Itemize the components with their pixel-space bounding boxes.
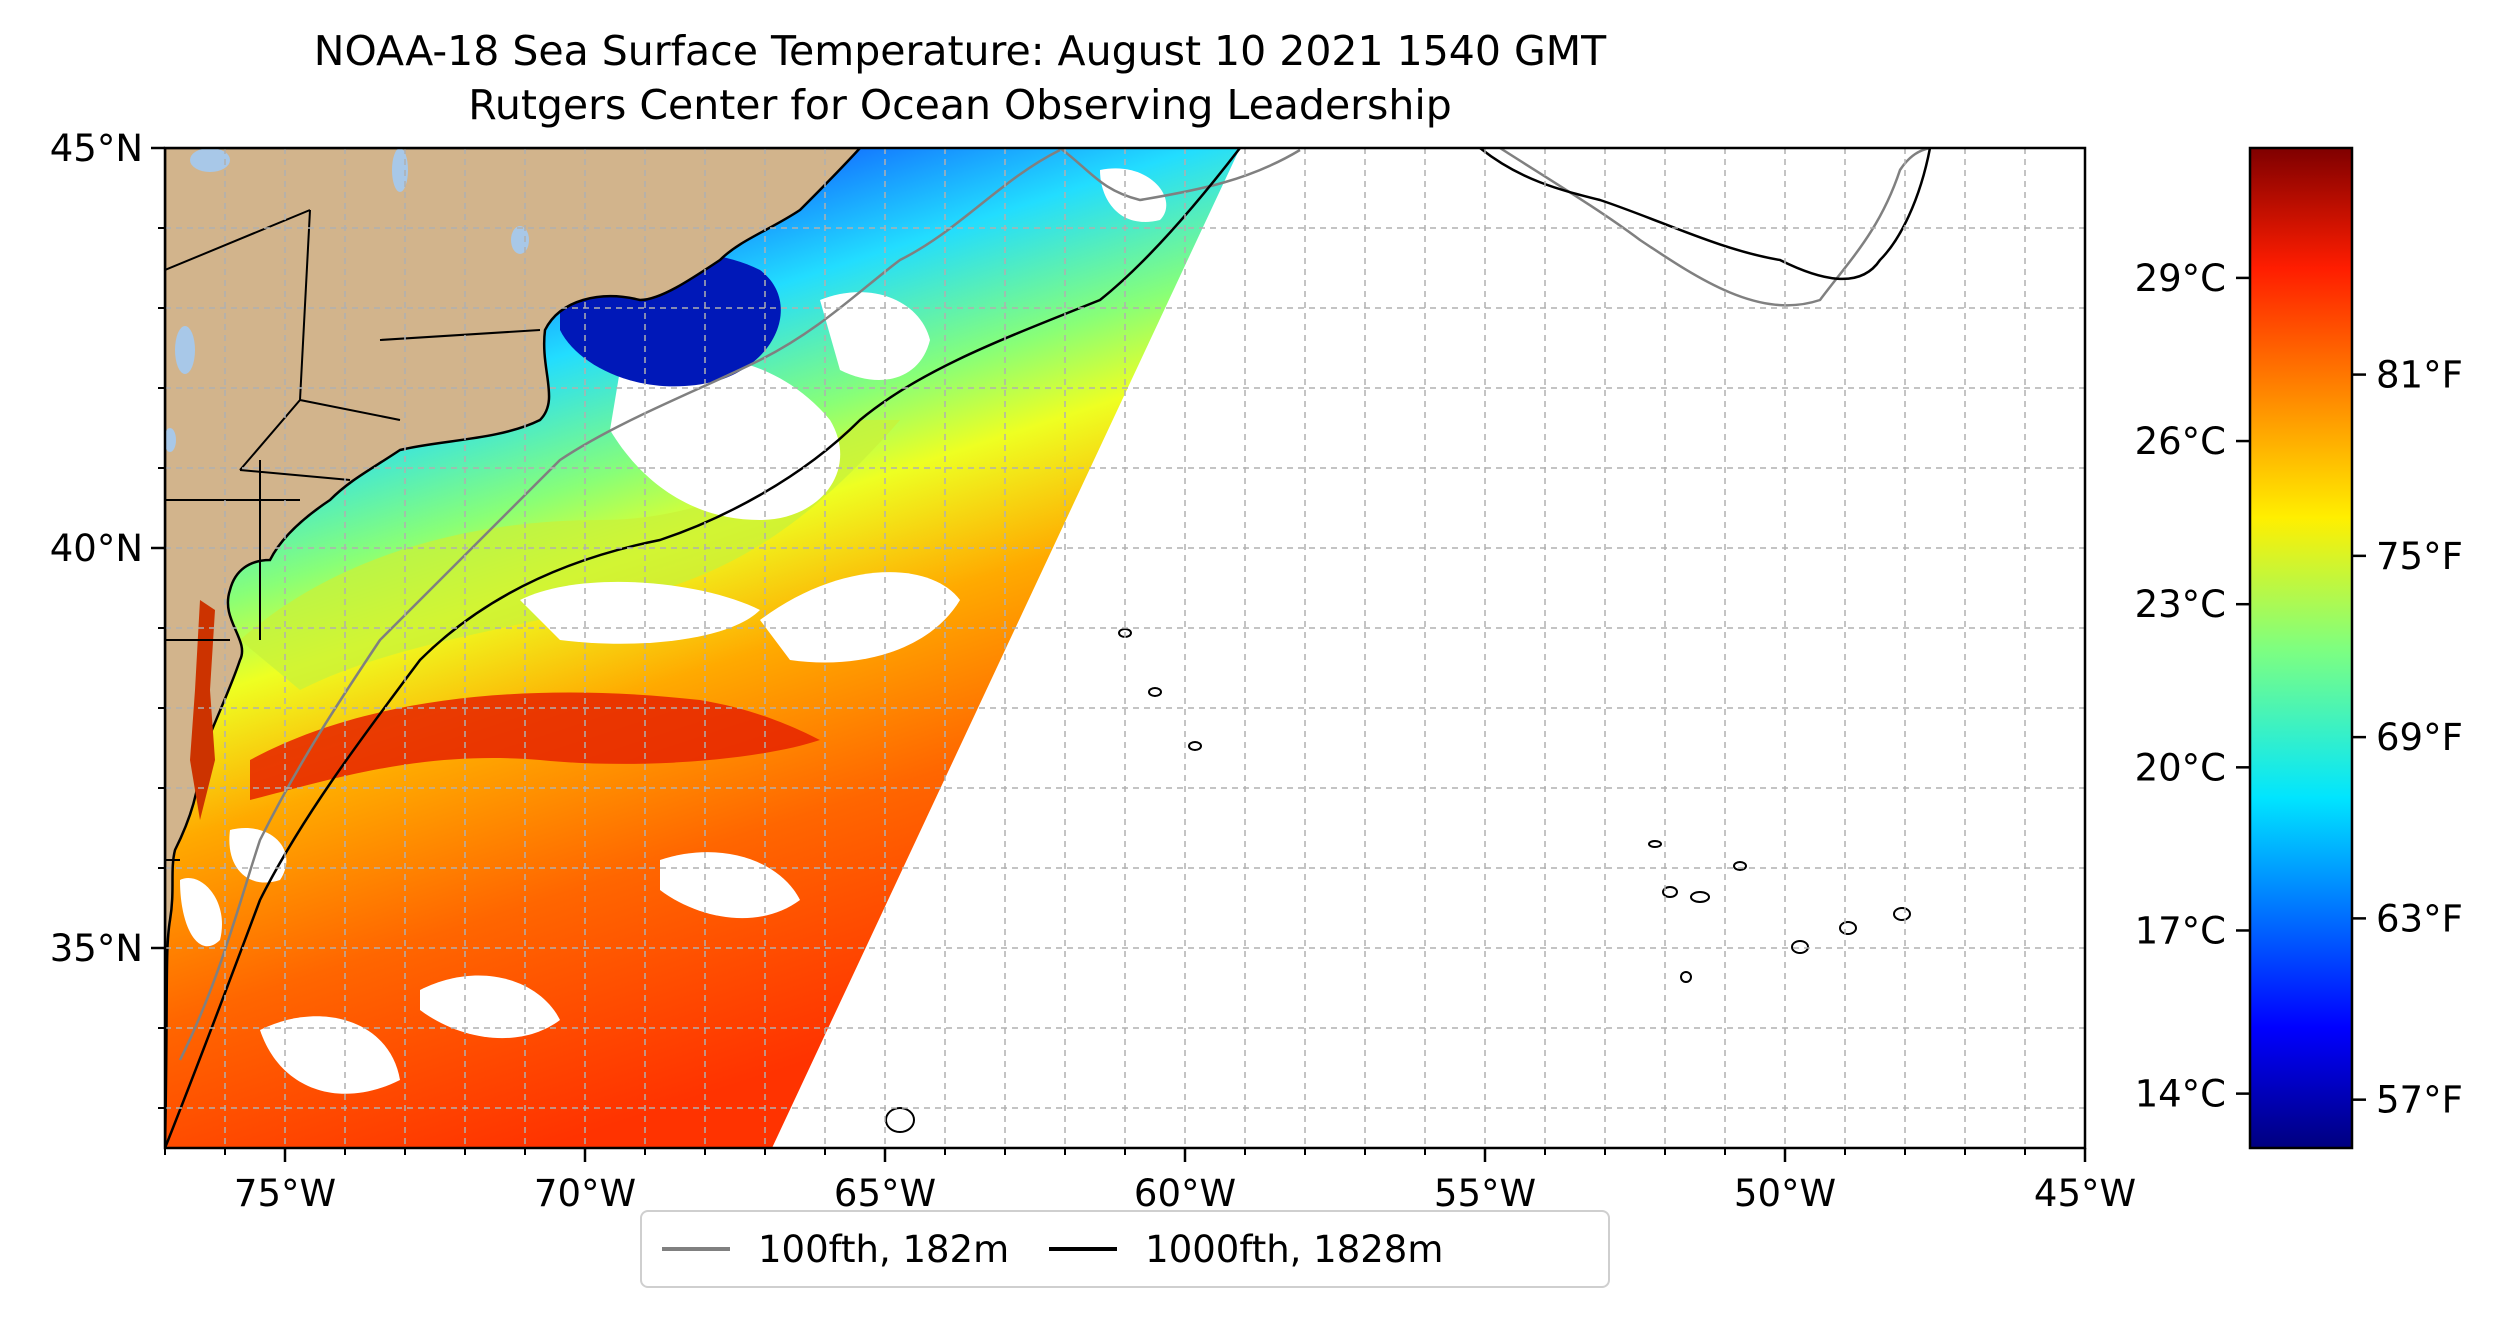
graticule	[164, 148, 2085, 1148]
legend-item-1000fth: 1000fth, 1828m	[1049, 1228, 1443, 1271]
lon-tick-label: 65°W	[834, 1172, 936, 1215]
colorbar-c-tick-label: 17°C	[2135, 909, 2226, 952]
isobath-100fth	[178, 148, 1931, 1061]
lon-tick-label: 60°W	[1134, 1172, 1236, 1215]
lon-tick-label: 75°W	[234, 1172, 336, 1215]
map-subtitle: Rutgers Center for Ocean Observing Leade…	[468, 81, 1452, 129]
lon-tick-label: 50°W	[1734, 1172, 1836, 1215]
lat-tick-label: 35°N	[50, 927, 143, 970]
lon-tick-label: 55°W	[1434, 1172, 1536, 1215]
lon-tick-label: 70°W	[534, 1172, 636, 1215]
legend-swatch-gray-line	[662, 1247, 730, 1251]
map-title: NOAA-18 Sea Surface Temperature: August …	[313, 27, 1607, 75]
colorbar-f-tick-label: 81°F	[2376, 354, 2463, 397]
seamounts	[885, 628, 1911, 1133]
legend-label-100fth: 100fth, 182m	[758, 1227, 1010, 1271]
lakes	[165, 148, 529, 452]
colorbar-c-tick-label: 26°C	[2135, 420, 2226, 463]
state-borders	[165, 209, 541, 861]
legend-item-100fth: 100fth, 182m	[662, 1228, 1009, 1271]
colorbar-c-tick-label: 29°C	[2135, 257, 2226, 300]
colorbar	[2248, 146, 2354, 1150]
legend-swatch-black-line	[1049, 1247, 1118, 1251]
latitude-axis: 35°N 40°N 45°N	[50, 127, 165, 1109]
gulf-stream-warm-core	[250, 692, 820, 800]
colorbar-c-tick-label: 14°C	[2135, 1073, 2226, 1116]
lat-tick-label: 40°N	[50, 527, 143, 570]
colorbar-f-tick-label: 57°F	[2376, 1079, 2463, 1122]
legend: 100fth, 182m 1000fth, 1828m	[640, 1210, 1610, 1288]
legend-label-1000fth: 1000fth, 1828m	[1145, 1227, 1444, 1271]
colorbar-f-tick-label: 75°F	[2376, 535, 2463, 578]
colorbar-f-tick-label: 69°F	[2376, 716, 2463, 759]
land-north-america	[165, 148, 862, 1148]
colorbar-c-tick-label: 20°C	[2135, 746, 2226, 789]
lat-tick-label: 45°N	[50, 127, 143, 170]
lon-tick-label: 45°W	[2034, 1172, 2136, 1215]
longitude-axis: 75°W 70°W 65°W 60°W 55°W 50°W 45°W	[164, 1148, 2136, 1215]
isobath-1000fth	[165, 148, 1932, 1148]
chesapeake-bay	[190, 600, 215, 820]
cloud-mask	[180, 168, 1167, 1094]
colorbar-celsius-axis: 14°C 17°C 20°C 23°C 26°C 29°C	[2135, 257, 2250, 1116]
colorbar-fahrenheit-axis: 57°F 63°F 69°F 75°F 81°F	[2352, 354, 2463, 1122]
colorbar-c-tick-label: 23°C	[2135, 583, 2226, 626]
colorbar-f-tick-label: 63°F	[2376, 897, 2463, 940]
